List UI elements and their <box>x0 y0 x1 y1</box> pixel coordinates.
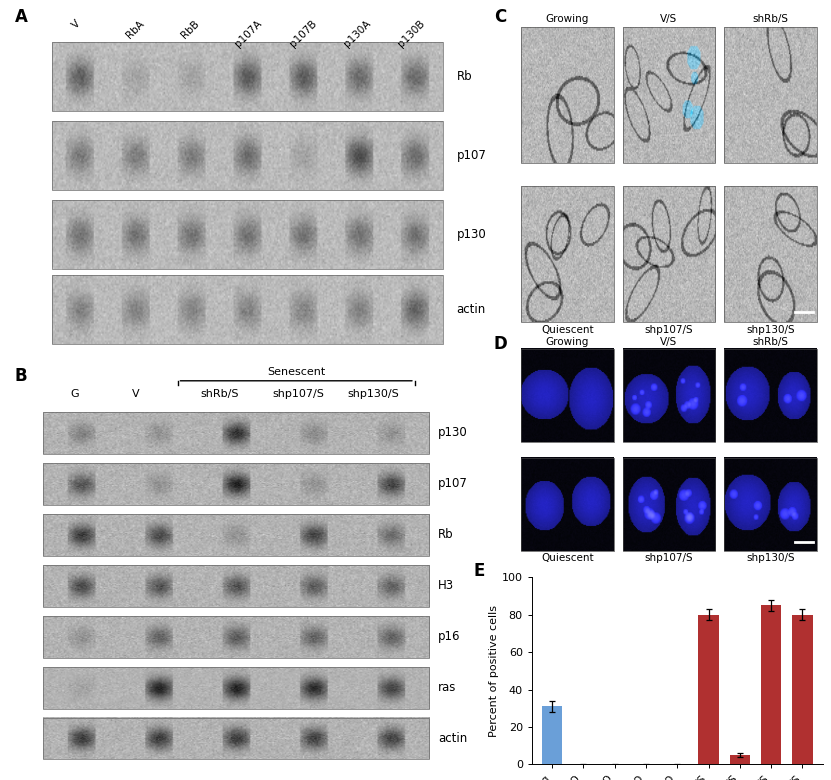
Text: Senescent: Senescent <box>267 367 325 377</box>
Bar <box>521 27 613 163</box>
Text: p16: p16 <box>438 630 460 643</box>
Bar <box>792 615 813 764</box>
Text: actin: actin <box>457 303 486 317</box>
Text: p107: p107 <box>457 149 487 162</box>
Text: V: V <box>71 18 82 30</box>
Text: V/S: V/S <box>661 14 677 24</box>
Bar <box>42 667 429 708</box>
Text: V/S: V/S <box>661 336 677 346</box>
Bar <box>42 615 429 658</box>
Text: shp130/S: shp130/S <box>347 389 399 399</box>
Text: shRb/S: shRb/S <box>752 336 789 346</box>
Bar <box>42 463 429 505</box>
Text: Quiescent: Quiescent <box>541 553 594 563</box>
Text: p107B: p107B <box>288 18 318 49</box>
Text: shp130/S: shp130/S <box>746 553 794 563</box>
Text: Quiescent: Quiescent <box>541 325 594 335</box>
Bar <box>623 186 715 322</box>
Bar <box>542 707 563 764</box>
Bar <box>521 458 613 551</box>
Bar <box>42 718 429 760</box>
Bar <box>623 458 715 551</box>
Bar <box>42 514 429 555</box>
Y-axis label: Percent of positive cells: Percent of positive cells <box>489 604 499 737</box>
Text: p130: p130 <box>438 426 468 439</box>
Bar <box>52 275 443 344</box>
Text: shp107/S: shp107/S <box>273 389 324 399</box>
Bar <box>52 42 443 111</box>
Text: shp107/S: shp107/S <box>645 325 693 335</box>
Bar <box>698 615 719 764</box>
Bar <box>52 200 443 268</box>
Bar <box>42 412 429 453</box>
Bar <box>725 186 817 322</box>
Text: ras: ras <box>438 681 456 694</box>
Text: shRb/S: shRb/S <box>200 389 238 399</box>
Text: G: G <box>71 389 80 399</box>
Text: Rb: Rb <box>457 70 472 83</box>
Text: H3: H3 <box>438 579 455 592</box>
Bar <box>761 605 781 764</box>
Text: p107A: p107A <box>234 18 264 49</box>
Text: p130B: p130B <box>396 18 427 49</box>
Text: Growing: Growing <box>546 14 589 24</box>
Text: E: E <box>474 562 485 580</box>
Bar <box>42 565 429 607</box>
Bar <box>623 27 715 163</box>
Text: D: D <box>494 335 508 353</box>
Bar <box>52 121 443 190</box>
Text: C: C <box>494 8 506 26</box>
Bar <box>521 349 613 442</box>
Text: p130: p130 <box>457 228 486 241</box>
Text: Rb: Rb <box>438 528 454 541</box>
Bar <box>725 27 817 163</box>
Text: actin: actin <box>438 732 467 745</box>
Text: RbA: RbA <box>125 18 146 40</box>
Bar <box>730 755 750 764</box>
Text: shp107/S: shp107/S <box>645 553 693 563</box>
Text: A: A <box>15 8 27 26</box>
Bar <box>725 458 817 551</box>
Text: B: B <box>15 367 27 385</box>
Text: shp130/S: shp130/S <box>746 325 794 335</box>
Text: V: V <box>132 389 140 399</box>
Bar <box>521 186 613 322</box>
Text: p107: p107 <box>438 477 468 490</box>
Text: RbB: RbB <box>179 18 201 40</box>
Bar <box>623 349 715 442</box>
Bar <box>725 349 817 442</box>
Text: shRb/S: shRb/S <box>752 14 789 24</box>
Text: p130A: p130A <box>342 18 372 49</box>
Text: Growing: Growing <box>546 336 589 346</box>
